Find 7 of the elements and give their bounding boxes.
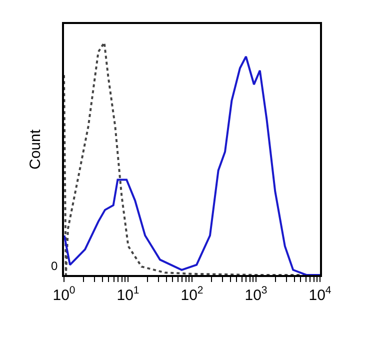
y-axis-title: Count [27,128,44,170]
x-tick-label: 10$^{1}$ [116,284,140,304]
x-tick-label: 10$^{3}$ [244,284,268,304]
x-tick-label: 10$^{2}$ [180,284,204,304]
x-tick-label: 10$^{4}$ [308,284,332,304]
x-tick-label: 10$^{0}$ [52,284,76,304]
text: 0 [51,259,58,273]
